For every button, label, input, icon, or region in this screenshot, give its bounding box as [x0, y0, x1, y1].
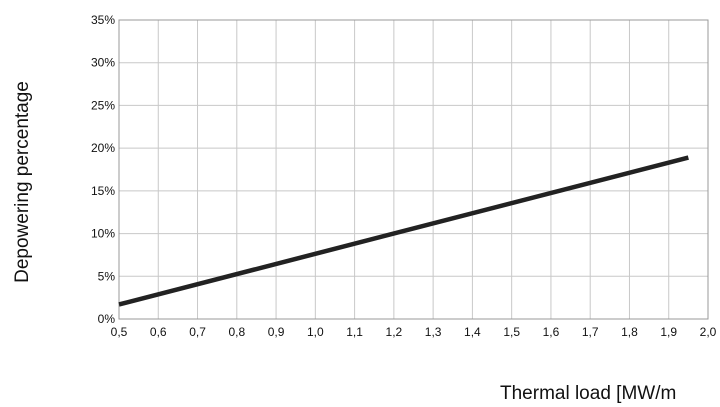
- x-tick-label: 1,8: [621, 325, 638, 339]
- series-layer: [118, 155, 689, 307]
- plot-frame: [118, 19, 709, 320]
- y-tick-label: 30%: [91, 56, 115, 70]
- y-tick-label: 15%: [91, 184, 115, 198]
- x-tick-label: 1,3: [425, 325, 442, 339]
- x-tick-labels: 0,5 0,6 0,7 0,8 0,9 1,0 1,1 1,2 1,3 1,4 1,5 1,6 1,7 1…: [111, 325, 717, 339]
- y-tick-label: 10%: [91, 227, 115, 241]
- y-axis-title: Depowering percentage: [12, 81, 33, 283]
- x-tick-label: 1,7: [582, 325, 599, 339]
- x-tick-label: 0,7: [189, 325, 206, 339]
- grid-layer: [118, 19, 709, 320]
- y-tick-label: 5%: [98, 269, 116, 283]
- y-tick-labels: 0% 5% 10% 15% 20% 25% 30% 35%: [91, 13, 115, 326]
- y-tick-label: 25%: [91, 98, 115, 112]
- y-tick-label: 35%: [91, 13, 115, 27]
- y-tick-label: 0%: [98, 312, 116, 326]
- y-tick-label: 20%: [91, 141, 115, 155]
- x-tick-label: 0,8: [228, 325, 245, 339]
- x-tick-label: 1,9: [660, 325, 677, 339]
- x-axis-title: Thermal load [MW/m: [500, 383, 676, 404]
- x-tick-label: 1,5: [503, 325, 520, 339]
- x-tick-label: 2,0: [700, 325, 717, 339]
- x-tick-label: 1,6: [543, 325, 560, 339]
- x-tick-label: 1,4: [464, 325, 481, 339]
- x-tick-label: 1,2: [386, 325, 403, 339]
- x-tick-label: 1,0: [307, 325, 324, 339]
- x-tick-label: 1,1: [346, 325, 363, 339]
- x-tick-label: 0,6: [150, 325, 167, 339]
- x-tick-label: 0,9: [268, 325, 285, 339]
- series-line: [118, 155, 689, 307]
- x-tick-label: 0,5: [111, 325, 128, 339]
